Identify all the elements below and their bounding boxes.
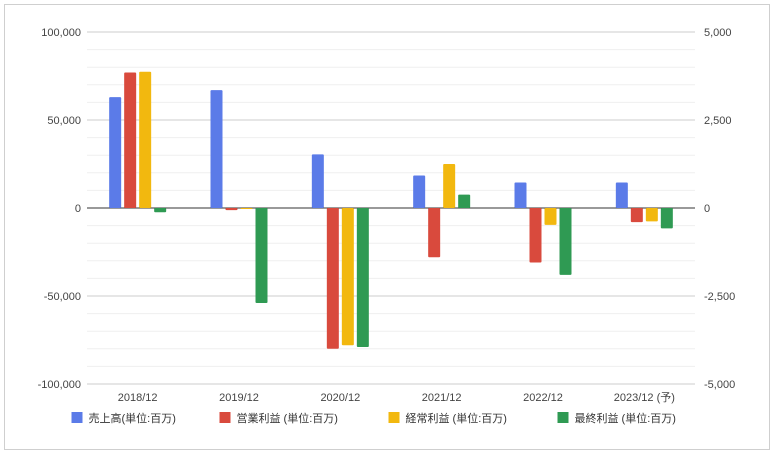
y-left-tick-label: -100,000 <box>38 379 81 391</box>
bar <box>124 72 137 208</box>
legend-swatch <box>557 412 569 423</box>
bar <box>154 208 167 213</box>
x-tick-label: 2020/12 <box>320 392 360 404</box>
y-left-tick-label: 100,000 <box>41 27 81 39</box>
bar <box>544 208 557 225</box>
y-left-tick-label: 0 <box>75 203 81 215</box>
bar <box>413 175 426 208</box>
legend-label: 経常利益 (単位:百万) <box>406 411 507 425</box>
bar <box>428 208 441 258</box>
bar <box>255 208 268 304</box>
bar <box>458 194 471 208</box>
y-right-tick-label: -2,500 <box>704 291 735 303</box>
y-left-tick-label: 50,000 <box>47 115 81 127</box>
y-right-tick-label: 0 <box>704 203 710 215</box>
x-tick-label: 2023/12 (予) <box>614 391 675 404</box>
legend-label: 売上高(単位:百万) <box>89 411 176 425</box>
legend-label: 営業利益 (単位:百万) <box>237 411 338 425</box>
bar <box>443 164 456 208</box>
bar <box>225 208 238 211</box>
bar <box>109 97 122 208</box>
bar <box>529 208 542 263</box>
y-right-tick-label: 2,500 <box>704 115 732 127</box>
bar <box>559 208 572 275</box>
bar <box>630 208 643 223</box>
bar <box>660 208 673 229</box>
bar <box>139 71 152 208</box>
bar <box>210 90 223 208</box>
bar <box>356 208 369 348</box>
bar <box>326 208 339 349</box>
legend-swatch <box>219 412 231 423</box>
x-tick-label: 2019/12 <box>219 392 259 404</box>
x-tick-label: 2018/12 <box>118 392 158 404</box>
bar <box>341 208 354 346</box>
y-right-tick-label: -5,000 <box>704 379 735 391</box>
bar <box>240 208 253 210</box>
y-right-tick-label: 5,000 <box>704 27 732 39</box>
x-tick-label: 2022/12 <box>523 392 563 404</box>
legend-swatch <box>71 412 83 423</box>
legend-label: 最終利益 (単位:百万) <box>575 411 676 425</box>
y-left-tick-label: -50,000 <box>44 291 81 303</box>
bar <box>311 154 324 208</box>
bar <box>645 208 658 222</box>
x-tick-label: 2021/12 <box>422 392 462 404</box>
bar <box>514 182 527 208</box>
bar <box>615 182 628 208</box>
legend-swatch <box>388 412 400 423</box>
